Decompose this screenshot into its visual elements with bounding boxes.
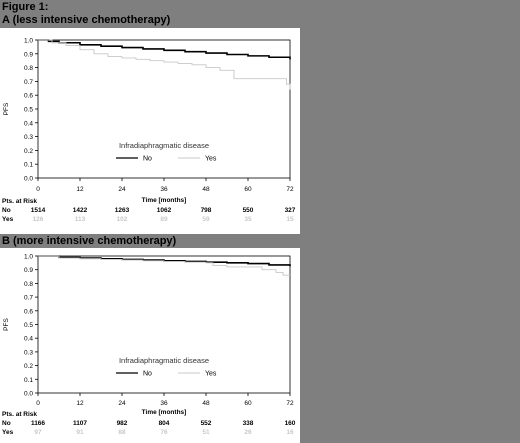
risk-value: 26 xyxy=(244,429,252,436)
risk-value: 1422 xyxy=(73,207,88,214)
risk-value: 804 xyxy=(159,420,170,427)
legend-label-yes: Yes xyxy=(205,371,217,378)
risk-value: 798 xyxy=(201,207,212,214)
risk-value: 76 xyxy=(160,429,168,436)
risk-value: 113 xyxy=(75,216,86,223)
y-tick-label: 0.9 xyxy=(24,267,33,274)
x-tick-label: 72 xyxy=(286,186,294,193)
risk-table-header: Pts. at Risk xyxy=(2,198,37,205)
risk-value: 982 xyxy=(117,420,128,427)
risk-value: 1514 xyxy=(31,207,46,214)
panel-a-title: A (less intensive chemotherapy) xyxy=(2,14,171,26)
x-tick-label: 24 xyxy=(118,400,126,407)
x-tick-label: 72 xyxy=(286,400,294,407)
risk-value: 1062 xyxy=(157,207,172,214)
legend-label-no: No xyxy=(143,156,152,163)
y-tick-label: 0.2 xyxy=(24,363,33,370)
risk-value: 51 xyxy=(202,429,210,436)
chart-background xyxy=(0,28,300,234)
x-tick-label: 24 xyxy=(118,186,126,193)
x-tick-label: 36 xyxy=(160,186,168,193)
risk-value: 59 xyxy=(202,216,210,223)
y-tick-label: 0.7 xyxy=(24,295,33,302)
y-tick-label: 0.2 xyxy=(24,148,33,155)
risk-row-label: Yes xyxy=(2,429,14,436)
x-tick-label: 12 xyxy=(76,186,84,193)
risk-value: 89 xyxy=(160,216,168,223)
y-tick-label: 0.3 xyxy=(24,349,33,356)
risk-value: 97 xyxy=(34,429,42,436)
panel-b-title: B (more intensive chemotherapy) xyxy=(2,235,177,247)
x-tick-label: 48 xyxy=(202,186,210,193)
risk-value: 552 xyxy=(201,420,212,427)
y-tick-label: 0.4 xyxy=(24,336,33,343)
y-tick-label: 0.0 xyxy=(24,176,33,183)
x-tick-label: 60 xyxy=(244,186,252,193)
legend-label-yes: Yes xyxy=(205,156,217,163)
x-tick-label: 60 xyxy=(244,400,252,407)
risk-value: 1166 xyxy=(31,420,45,427)
risk-row-label: No xyxy=(2,420,11,427)
y-tick-label: 0.9 xyxy=(24,51,33,58)
risk-value: 1107 xyxy=(73,420,87,427)
risk-value: 160 xyxy=(285,420,296,427)
x-tick-label: 0 xyxy=(36,186,40,193)
risk-row-label: Yes xyxy=(2,216,14,223)
panel-b-chart: 0.0 0.1 0.2 0.3 0.4 0.5 0.6 0.7 0.8 0.9 1.0 PFS 0 12 2… xyxy=(0,248,300,443)
figure-title: Figure 1: xyxy=(2,1,49,13)
y-tick-label: 0.0 xyxy=(24,391,33,398)
y-tick-label: 0.6 xyxy=(24,93,33,100)
y-tick-label: 1.0 xyxy=(24,38,33,45)
y-tick-label: 0.7 xyxy=(24,79,33,86)
risk-value: 88 xyxy=(118,429,126,436)
risk-value: 35 xyxy=(244,216,252,223)
legend-label-no: No xyxy=(143,371,152,378)
x-axis-label: Time [months] xyxy=(142,197,187,204)
risk-row-label: No xyxy=(2,207,11,214)
risk-value: 1263 xyxy=(115,207,130,214)
y-tick-label: 0.3 xyxy=(24,134,33,141)
x-tick-label: 48 xyxy=(202,400,210,407)
x-tick-label: 0 xyxy=(36,400,40,407)
risk-value: 550 xyxy=(243,207,254,214)
y-tick-label: 0.6 xyxy=(24,308,33,315)
x-tick-label: 36 xyxy=(160,400,168,407)
risk-value: 91 xyxy=(76,429,84,436)
y-tick-label: 1.0 xyxy=(24,254,33,261)
y-tick-label: 0.8 xyxy=(24,281,33,288)
y-axis-label: PFS xyxy=(3,318,10,331)
y-axis-label: PFS xyxy=(3,102,10,115)
y-tick-label: 0.5 xyxy=(24,322,33,329)
y-tick-label: 0.1 xyxy=(24,377,33,384)
risk-value: 16 xyxy=(286,429,294,436)
km-curve-yes xyxy=(38,255,290,276)
risk-value: 126 xyxy=(33,216,44,223)
y-tick-label: 0.5 xyxy=(24,107,33,114)
panel-a-chart: 0.0 0.1 0.2 0.3 0.4 0.5 0.6 0.7 0.8 0.9 1.0 PFS 0 12 2… xyxy=(0,28,300,234)
x-tick-label: 12 xyxy=(76,400,84,407)
y-tick-label: 0.1 xyxy=(24,162,33,169)
risk-value: 15 xyxy=(286,216,294,223)
chart-background xyxy=(0,248,300,443)
y-tick-label: 0.4 xyxy=(24,120,33,127)
risk-value: 338 xyxy=(243,420,254,427)
risk-table-header: Pts. at Risk xyxy=(2,411,37,418)
risk-value: 327 xyxy=(285,207,296,214)
risk-value: 102 xyxy=(117,216,128,223)
legend-title: Infradiaphragmatic disease xyxy=(119,356,209,365)
legend-title: Infradiaphragmatic disease xyxy=(119,141,209,150)
y-tick-label: 0.8 xyxy=(24,65,33,72)
km-curve-yes xyxy=(38,39,291,90)
x-axis-label: Time [months] xyxy=(142,409,187,416)
